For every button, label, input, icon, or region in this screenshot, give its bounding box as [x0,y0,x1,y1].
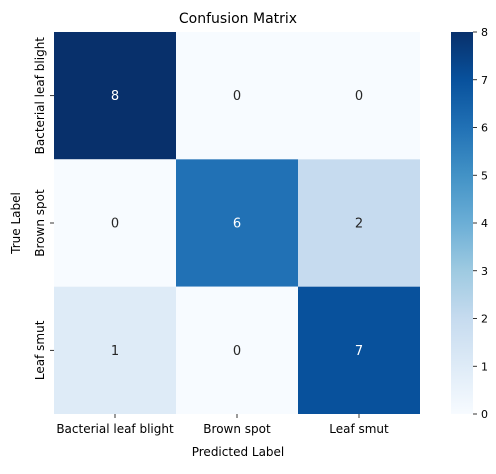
cell-value-label: 0 [355,89,363,104]
x-tick-label: Leaf smut [329,422,389,436]
x-tick-label: Brown spot [203,422,271,436]
heatmap-cell [54,159,176,287]
colorbar-tick-label: 2 [481,313,488,326]
heatmap-cells: 8 0 0 0 6 2 1 0 7 [54,32,420,414]
cell-value-label: 0 [111,217,119,232]
colorbar-tick-label: 3 [481,265,488,278]
colorbar [451,32,473,414]
heatmap-cell [298,286,420,414]
colorbar-tick-label: 4 [481,217,488,230]
cell-value-label: 8 [111,89,119,104]
cell-value-label: 2 [355,217,363,232]
colorbar-tick-label: 1 [481,360,488,373]
heatmap-cell [298,32,420,160]
cell-value-label: 0 [233,89,241,104]
heatmap-cell [176,286,298,414]
heatmap-cell [176,32,298,160]
heatmap-cell [298,159,420,287]
y-axis-ticks: Bacterial leaf blight Brown spot Leaf smut [33,37,54,380]
heatmap-cell [54,32,176,160]
y-axis-label: True Label [9,192,23,255]
chart-title: Confusion Matrix [179,11,297,27]
colorbar-ticks: 0 1 2 3 4 5 6 7 8 [473,26,488,421]
y-tick-label: Brown spot [33,189,47,257]
x-tick-label: Bacterial leaf blight [56,422,174,436]
heatmap-cell [54,286,176,414]
colorbar-tick-label: 0 [481,408,488,421]
colorbar-tick-label: 7 [481,74,488,87]
colorbar-tick-label: 8 [481,26,488,39]
cell-value-label: 1 [111,344,119,359]
colorbar-tick-label: 5 [481,169,488,182]
x-axis-label: Predicted Label [192,445,285,459]
colorbar-tick-label: 6 [481,122,488,135]
cell-value-label: 6 [233,217,241,232]
y-tick-label: Bacterial leaf blight [33,37,47,155]
cell-value-label: 0 [233,344,241,359]
cell-value-label: 7 [355,344,363,359]
x-axis-ticks: Bacterial leaf blight Brown spot Leaf smut [56,414,389,436]
heatmap-cell [176,159,298,287]
y-tick-label: Leaf smut [33,320,47,380]
